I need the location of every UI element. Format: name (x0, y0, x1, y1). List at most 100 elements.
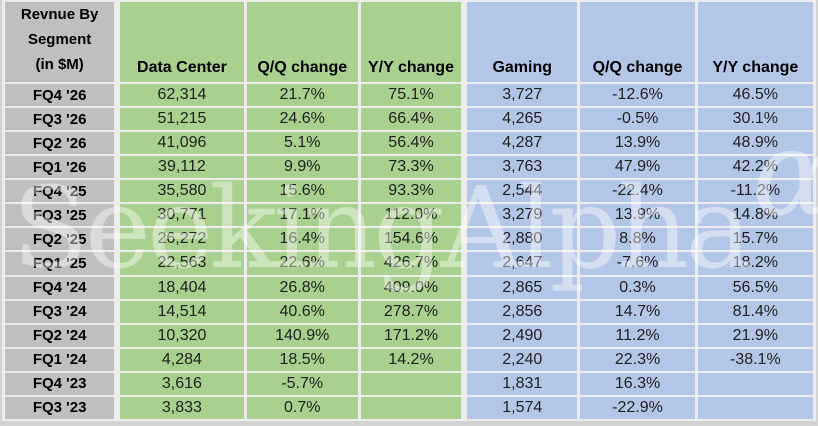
column-header-data-center: Data Center (120, 2, 244, 82)
value-cell: 16.4% (246, 228, 358, 251)
value-cell (360, 372, 465, 395)
value-cell: 21.7% (246, 84, 358, 107)
value-cell: 30.1% (697, 108, 813, 131)
value-cell: 18.5% (246, 348, 358, 371)
value-cell: -11.2% (697, 180, 813, 203)
value-cell: 66.4% (360, 108, 465, 131)
value-cell: 8.8% (580, 228, 695, 251)
value-cell: 17.1% (246, 204, 358, 227)
value-cell: 0.7% (246, 396, 358, 419)
table-title-cell: Revnue By Segment (in $M) (5, 2, 118, 82)
value-cell: 14,514 (120, 300, 244, 323)
column-header-gaming: Gaming (467, 2, 578, 82)
row-label: FQ2 '24 (5, 324, 118, 347)
table-row: FQ1 '26 39,112 9.9% 73.3% 3,763 47.9% 42.2% (5, 156, 813, 179)
value-cell: 26,272 (120, 228, 244, 251)
value-cell: 41,096 (120, 132, 244, 155)
value-cell (360, 396, 465, 419)
table-body: FQ4 '26 62,314 21.7% 75.1% 3,727 -12.6% 46.5% F… (5, 84, 813, 419)
value-cell: 18.2% (697, 252, 813, 275)
table-row: FQ2 '25 26,272 16.4% 154.6% 2,880 8.8% 15.7% (5, 228, 813, 251)
column-header-gaming-yy-change: Y/Y change (697, 2, 813, 82)
value-cell: 39,112 (120, 156, 244, 179)
value-cell: 13.9% (580, 204, 695, 227)
value-cell: 14.2% (360, 348, 465, 371)
value-cell (697, 396, 813, 419)
header-row: Revnue By Segment (in $M) Data Center Q/… (5, 2, 813, 82)
value-cell: 22,563 (120, 252, 244, 275)
value-cell: 2,647 (467, 252, 578, 275)
value-cell: 18,404 (120, 276, 244, 299)
title-line-2: Segment (27, 31, 92, 48)
value-cell: 22.6% (246, 252, 358, 275)
value-cell: -38.1% (697, 348, 813, 371)
table-row: FQ3 '26 51,215 24.6% 66.4% 4,265 -0.5% 30.1% (5, 108, 813, 131)
column-header-dc-qq-change: Q/Q change (246, 2, 358, 82)
row-label: FQ4 '26 (5, 84, 118, 107)
value-cell: -7.6% (580, 252, 695, 275)
value-cell: 35,580 (120, 180, 244, 203)
value-cell: -0.5% (580, 108, 695, 131)
table-row: FQ4 '23 3,616 -5.7% 1,831 16.3% (5, 372, 813, 395)
table-row: FQ4 '24 18,404 26.8% 409.0% 2,865 0.3% 56.5% (5, 276, 813, 299)
value-cell: 3,763 (467, 156, 578, 179)
value-cell: 11.2% (580, 324, 695, 347)
row-label: FQ3 '25 (5, 204, 118, 227)
row-label: FQ4 '24 (5, 276, 118, 299)
value-cell: 62,314 (120, 84, 244, 107)
value-cell: 4,287 (467, 132, 578, 155)
row-label: FQ2 '25 (5, 228, 118, 251)
table-row: FQ4 '25 35,580 15.6% 93.3% 2,544 -22.4% -11.2% (5, 180, 813, 203)
value-cell: 30,771 (120, 204, 244, 227)
table-row: FQ2 '24 10,320 140.9% 171.2% 2,490 11.2% 21.9% (5, 324, 813, 347)
value-cell: 140.9% (246, 324, 358, 347)
value-cell: 10,320 (120, 324, 244, 347)
value-cell: 171.2% (360, 324, 465, 347)
value-cell: 14.8% (697, 204, 813, 227)
title-line-1: Revnue By (20, 6, 99, 23)
value-cell: 42.2% (697, 156, 813, 179)
value-cell: 4,265 (467, 108, 578, 131)
table-row: FQ3 '23 3,833 0.7% 1,574 -22.9% (5, 396, 813, 419)
value-cell: -5.7% (246, 372, 358, 395)
title-line-3: (in $M) (35, 56, 84, 73)
row-label: FQ1 '24 (5, 348, 118, 371)
value-cell: 40.6% (246, 300, 358, 323)
value-cell: 2,880 (467, 228, 578, 251)
table-row: FQ4 '26 62,314 21.7% 75.1% 3,727 -12.6% 46.5% (5, 84, 813, 107)
table-row: FQ2 '26 41,096 5.1% 56.4% 4,287 13.9% 48.9% (5, 132, 813, 155)
value-cell: 5.1% (246, 132, 358, 155)
value-cell: 21.9% (697, 324, 813, 347)
value-cell: 2,856 (467, 300, 578, 323)
table-row: FQ3 '24 14,514 40.6% 278.7% 2,856 14.7% 81.4% (5, 300, 813, 323)
table-row: FQ3 '25 30,771 17.1% 112.0% 3,279 13.9% 14.8% (5, 204, 813, 227)
value-cell: 13.9% (580, 132, 695, 155)
value-cell: 26.8% (246, 276, 358, 299)
value-cell: 3,727 (467, 84, 578, 107)
value-cell: 2,544 (467, 180, 578, 203)
value-cell: 73.3% (360, 156, 465, 179)
row-label: FQ1 '26 (5, 156, 118, 179)
value-cell: 2,490 (467, 324, 578, 347)
value-cell: 409.0% (360, 276, 465, 299)
value-cell: 3,833 (120, 396, 244, 419)
value-cell: 56.4% (360, 132, 465, 155)
value-cell: 47.9% (580, 156, 695, 179)
row-label: FQ3 '23 (5, 396, 118, 419)
value-cell: 46.5% (697, 84, 813, 107)
value-cell: 56.5% (697, 276, 813, 299)
value-cell: 22.3% (580, 348, 695, 371)
value-cell: 3,616 (120, 372, 244, 395)
value-cell: 3,279 (467, 204, 578, 227)
row-label: FQ4 '25 (5, 180, 118, 203)
value-cell: 1,574 (467, 396, 578, 419)
row-label: FQ2 '26 (5, 132, 118, 155)
value-cell: 48.9% (697, 132, 813, 155)
value-cell: 2,865 (467, 276, 578, 299)
value-cell: 75.1% (360, 84, 465, 107)
value-cell: 4,284 (120, 348, 244, 371)
value-cell: -22.4% (580, 180, 695, 203)
value-cell: 15.6% (246, 180, 358, 203)
column-header-gaming-qq-change: Q/Q change (580, 2, 695, 82)
